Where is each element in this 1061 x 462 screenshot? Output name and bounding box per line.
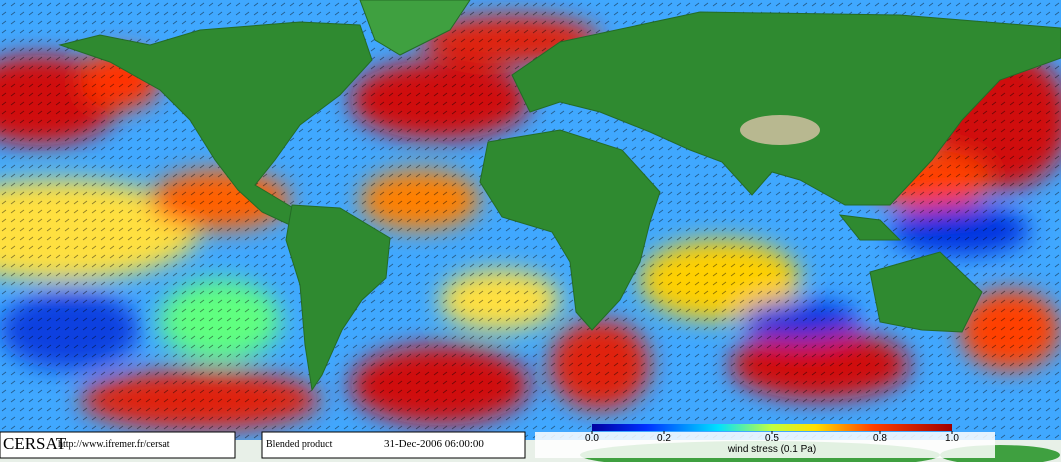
logo-box	[0, 431, 236, 459]
logo: CERSAT	[3, 434, 67, 453]
colorbar-tick-label: 0.0	[585, 433, 599, 444]
datetime: 31-Dec-2006 06:00:00	[384, 438, 484, 450]
info-box	[261, 431, 526, 459]
colorbar	[592, 424, 952, 431]
colorbar-tick-label: 1.0	[945, 433, 959, 444]
colorbar-tick-label: 0.8	[873, 433, 887, 444]
colorbar-tick-label: 0.5	[765, 433, 779, 444]
colorbar-label: wind stress (0.1 Pa)	[727, 444, 816, 455]
url: http://www.ifremer.fr/cersat	[58, 439, 170, 450]
colorbar-panel	[535, 432, 995, 458]
land	[58, 0, 1061, 392]
product: Blended product	[266, 439, 333, 450]
colorbar-tick-label: 0.2	[657, 433, 671, 444]
